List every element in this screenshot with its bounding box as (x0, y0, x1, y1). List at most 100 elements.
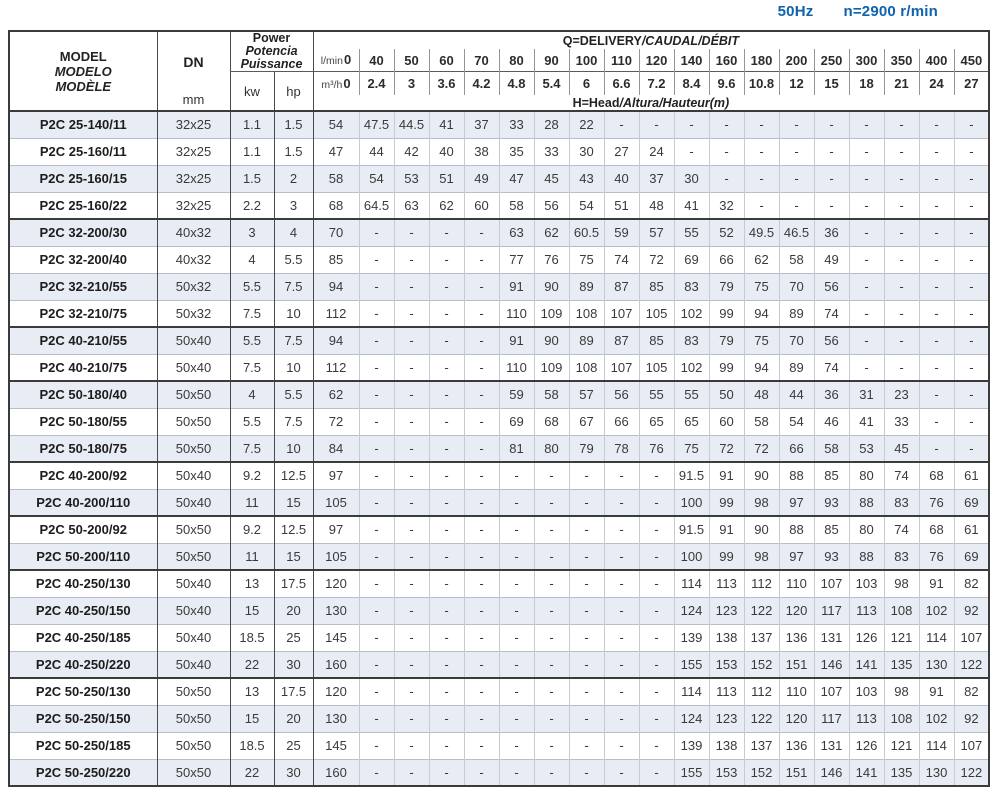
model-cell: P2C 32-200/40 (9, 245, 157, 273)
head-value-cell: - (638, 110, 674, 138)
hp-cell: 25 (273, 731, 313, 759)
head-value-cell: - (358, 569, 394, 597)
head-value-cell: - (463, 731, 499, 759)
hp-cell: 7.5 (273, 326, 313, 354)
head-value-cell: 120 (778, 704, 814, 732)
head-value-cell: 126 (848, 623, 884, 651)
head-value-cell: - (463, 515, 499, 543)
head-value-cell: - (463, 245, 499, 273)
head-value-cell: 67 (568, 407, 604, 435)
model-cell: P2C 32-200/30 (9, 218, 157, 246)
flow-lmin-value-cell: 100 (568, 49, 604, 72)
table-row: P2C 25-160/11 32x25 1.1 1.5 47 44 42 40 38 35 33 30… (9, 137, 990, 165)
head-value-cell: - (953, 191, 990, 219)
head-value-cell: 32 (708, 191, 744, 219)
head-value-cell: 112 (312, 353, 359, 381)
hp-cell: 15 (273, 488, 313, 516)
head-value-cell: - (848, 353, 884, 381)
head-value-cell: - (603, 704, 639, 732)
head-value-cell: - (883, 353, 919, 381)
head-value-cell: - (603, 677, 639, 705)
head-value-cell: 72 (312, 407, 359, 435)
kw-unit-header: kw (229, 71, 274, 111)
head-value-cell: 66 (778, 434, 814, 462)
table-row: P2C 40-200/110 50x40 11 15 105- - - - - - - - -100 99… (9, 488, 990, 516)
head-value-cell: - (953, 353, 990, 381)
flow-lmin-value-cell: 90 (533, 49, 569, 72)
head-value-cell: 65 (673, 407, 709, 435)
head-value-cell: 30 (568, 137, 604, 165)
head-value-cell: 54 (568, 191, 604, 219)
dn-cell: 50x40 (156, 488, 230, 516)
head-value-cell: - (393, 218, 429, 246)
head-value-cell: 98 (743, 488, 779, 516)
flow-m3h-value-cell: 24 (918, 71, 954, 95)
flow-lmin-value-cell: 110 (603, 49, 639, 72)
head-value-cell: - (358, 758, 394, 786)
head-value-cell: 113 (708, 569, 744, 597)
flow-lmin-value-cell: 200 (778, 49, 814, 72)
head-value-cell: 145 (312, 623, 359, 651)
head-value-cell: 30 (673, 164, 709, 192)
flow-m3h-value-cell: 15 (813, 71, 849, 95)
power-header-en: Power (252, 31, 291, 45)
head-value-cell: - (358, 542, 394, 570)
hp-cell: 25 (273, 623, 313, 651)
head-value-cell: - (463, 353, 499, 381)
head-value-cell: 102 (918, 704, 954, 732)
head-value-cell: 135 (883, 650, 919, 678)
table-row: P2C 40-250/220 50x40 22 30 160- - - - - - - - -155 15… (9, 650, 990, 678)
head-value-cell: 58 (533, 380, 569, 408)
head-value-cell: 68 (918, 461, 954, 489)
head-value-cell: 139 (673, 731, 709, 759)
head-value-cell: 103 (848, 677, 884, 705)
head-value-cell: 82 (953, 677, 990, 705)
table-row: P2C 40-250/150 50x40 15 20 130- - - - - - - - -124 12… (9, 596, 990, 624)
head-value-cell: 80 (533, 434, 569, 462)
head-value-cell: 91 (918, 569, 954, 597)
head-value-cell: - (743, 164, 779, 192)
head-value-cell: 105 (638, 299, 674, 327)
head-value-cell: - (918, 218, 954, 246)
head-value-cell: 151 (778, 650, 814, 678)
kw-cell: 5.5 (229, 407, 274, 435)
head-value-cell: 45 (533, 164, 569, 192)
head-value-cell: - (883, 299, 919, 327)
head-value-cell: - (638, 677, 674, 705)
flow-lmin-value-cell: 50 (393, 49, 429, 72)
head-value-cell: 59 (603, 218, 639, 246)
head-value-cell: - (918, 272, 954, 300)
hp-cell: 20 (273, 704, 313, 732)
head-value-cell: - (358, 623, 394, 651)
kw-cell: 15 (229, 704, 274, 732)
hp-cell: 12.5 (273, 461, 313, 489)
head-value-cell: - (463, 542, 499, 570)
head-value-cell: 141 (848, 758, 884, 786)
head-value-cell: - (533, 623, 569, 651)
head-value-cell: - (498, 704, 534, 732)
head-value-cell: - (638, 650, 674, 678)
head-value-cell: - (953, 245, 990, 273)
head-value-cell: - (463, 596, 499, 624)
delivery-header-es: /CAUDAL (641, 33, 699, 48)
head-value-cell: 107 (953, 623, 990, 651)
head-value-cell: 61 (953, 515, 990, 543)
dn-cell: 32x25 (156, 110, 230, 138)
head-value-cell: - (393, 569, 429, 597)
head-value-cell: 131 (813, 731, 849, 759)
head-value-cell: - (883, 326, 919, 354)
dn-cell: 50x40 (156, 461, 230, 489)
head-value-cell: - (358, 677, 394, 705)
head-value-cell: 112 (743, 569, 779, 597)
flow-m3h-value-cell: 5.4 (533, 71, 569, 95)
head-value-cell: 82 (953, 569, 990, 597)
head-value-cell: 75 (743, 326, 779, 354)
head-value-cell: 48 (743, 380, 779, 408)
hp-cell: 15 (273, 542, 313, 570)
head-value-cell: - (393, 434, 429, 462)
head-value-cell: - (428, 569, 464, 597)
head-value-cell: - (568, 488, 604, 516)
flow-m3h-value-cell: 4.8 (498, 71, 534, 95)
head-value-cell: - (428, 299, 464, 327)
head-value-cell: - (813, 191, 849, 219)
